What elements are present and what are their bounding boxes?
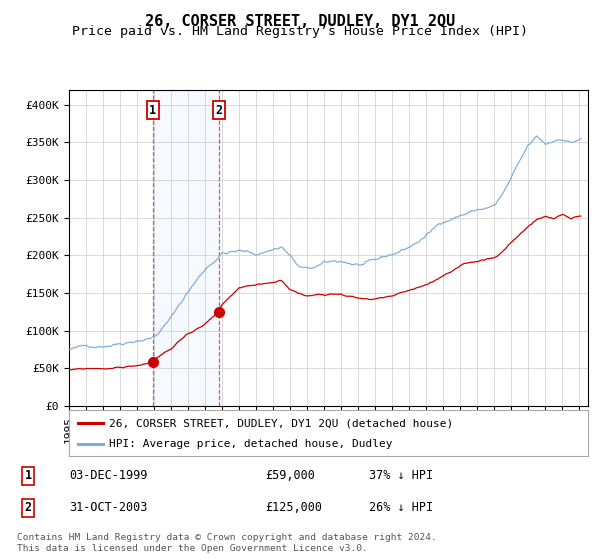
- Text: £125,000: £125,000: [265, 501, 322, 514]
- Text: 2: 2: [216, 104, 223, 116]
- Text: 31-OCT-2003: 31-OCT-2003: [70, 501, 148, 514]
- Text: Contains HM Land Registry data © Crown copyright and database right 2024.
This d: Contains HM Land Registry data © Crown c…: [17, 533, 437, 553]
- Text: 26, CORSER STREET, DUDLEY, DY1 2QU (detached house): 26, CORSER STREET, DUDLEY, DY1 2QU (deta…: [109, 418, 454, 428]
- Text: 26, CORSER STREET, DUDLEY, DY1 2QU: 26, CORSER STREET, DUDLEY, DY1 2QU: [145, 14, 455, 29]
- Text: HPI: Average price, detached house, Dudley: HPI: Average price, detached house, Dudl…: [109, 440, 393, 450]
- Text: £59,000: £59,000: [265, 469, 316, 483]
- Text: 1: 1: [149, 104, 156, 116]
- Text: 03-DEC-1999: 03-DEC-1999: [70, 469, 148, 483]
- Text: 1: 1: [25, 469, 32, 483]
- Bar: [152, 90, 220, 406]
- Text: 26% ↓ HPI: 26% ↓ HPI: [369, 501, 433, 514]
- Text: 2: 2: [25, 501, 32, 514]
- Text: 37% ↓ HPI: 37% ↓ HPI: [369, 469, 433, 483]
- Text: Price paid vs. HM Land Registry’s House Price Index (HPI): Price paid vs. HM Land Registry’s House …: [72, 25, 528, 38]
